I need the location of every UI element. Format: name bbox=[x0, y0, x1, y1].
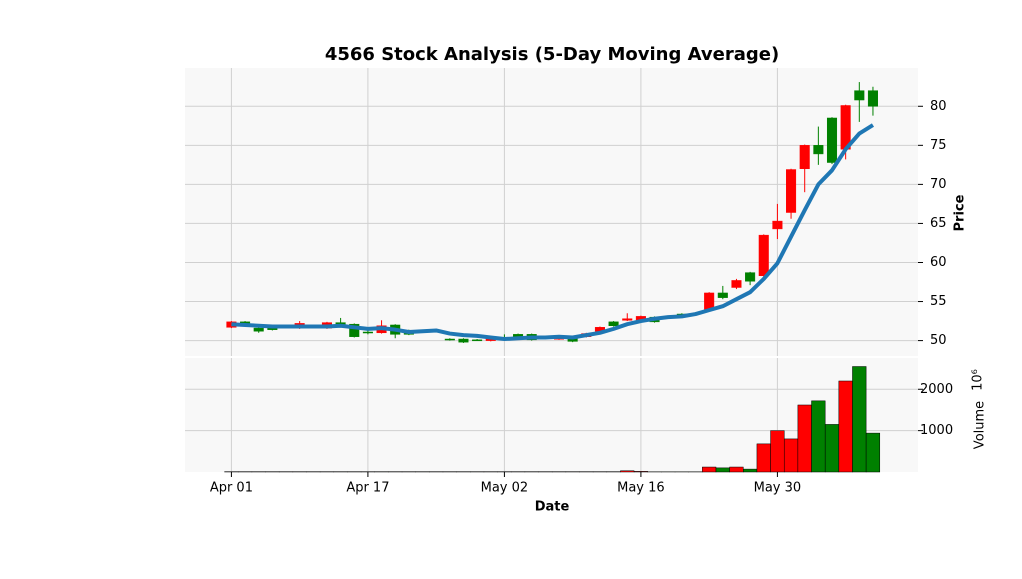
volume-bar bbox=[730, 467, 744, 472]
x-axis-label: Date bbox=[535, 500, 570, 515]
y-tick-label: 55 bbox=[930, 294, 947, 309]
candle-body bbox=[786, 170, 796, 213]
volume-bar bbox=[784, 439, 798, 472]
candle-body bbox=[800, 145, 810, 168]
volume-bar bbox=[716, 468, 730, 472]
x-tick-label: Apr 17 bbox=[346, 481, 389, 496]
price-panel bbox=[185, 68, 918, 357]
volume-bar bbox=[634, 471, 648, 472]
volume-bar bbox=[866, 433, 880, 472]
candle-body bbox=[745, 273, 755, 282]
x-tick-label: Apr 01 bbox=[210, 481, 253, 496]
chart-title: 4566 Stock Analysis (5-Day Moving Averag… bbox=[325, 44, 779, 65]
y-tick-label: 65 bbox=[930, 216, 947, 231]
candle-body bbox=[718, 293, 728, 298]
volume-bar bbox=[852, 367, 866, 472]
x-tick-label: May 16 bbox=[617, 481, 665, 496]
y-tick-label: 60 bbox=[930, 255, 947, 270]
x-tick-label: May 02 bbox=[481, 481, 529, 496]
candle-body bbox=[732, 280, 742, 287]
volume-bar bbox=[771, 431, 785, 472]
volume-bar bbox=[812, 401, 826, 472]
candle-body bbox=[622, 319, 632, 321]
candle-body bbox=[445, 339, 455, 340]
candle-body bbox=[868, 91, 878, 107]
volume-bar bbox=[743, 469, 757, 472]
y2-axis-label: Volume bbox=[973, 401, 988, 449]
y-tick-label: 75 bbox=[930, 138, 947, 153]
y2-tick-label: 1000 bbox=[920, 423, 953, 438]
candle-body bbox=[609, 322, 619, 326]
volume-bar bbox=[798, 405, 812, 472]
candle-body bbox=[827, 118, 837, 163]
candle-body bbox=[759, 235, 769, 276]
y2-offset-label: 10⁶ bbox=[971, 369, 986, 391]
y-tick-label: 70 bbox=[930, 177, 947, 192]
x-tick-label: May 30 bbox=[754, 481, 802, 496]
candle-body bbox=[773, 221, 783, 229]
volume-bar bbox=[757, 444, 771, 472]
candle-body bbox=[363, 332, 373, 333]
candle-body bbox=[814, 145, 824, 154]
y-axis-label: Price bbox=[953, 194, 968, 231]
y2-tick-label: 2000 bbox=[920, 382, 953, 397]
volume-bar bbox=[702, 467, 716, 472]
volume-bar bbox=[620, 471, 634, 472]
volume-bar bbox=[839, 381, 853, 472]
candle-body bbox=[459, 339, 469, 342]
y-tick-label: 80 bbox=[930, 99, 947, 114]
candle-body bbox=[472, 340, 482, 341]
y-tick-label: 50 bbox=[930, 333, 947, 348]
candle-body bbox=[254, 328, 264, 331]
volume-bar bbox=[825, 424, 839, 472]
candle-body bbox=[704, 293, 714, 309]
candle-body bbox=[855, 91, 865, 100]
